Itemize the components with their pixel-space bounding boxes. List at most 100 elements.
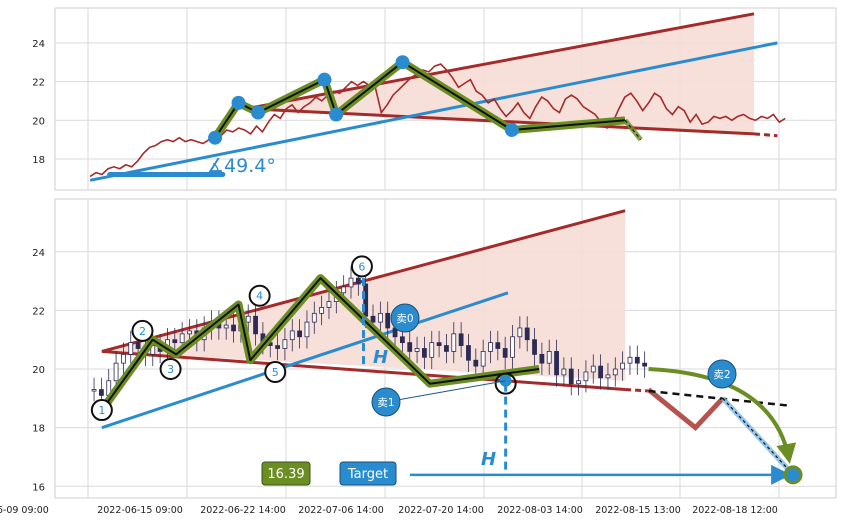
x-tick-label: 2022-07-20 14:00 (398, 505, 484, 516)
y-tick-label: 20 (32, 116, 45, 127)
candle-body (451, 333, 457, 352)
sell-marker-label: 卖2 (713, 369, 730, 381)
trend-line (89, 41, 778, 182)
candle-body (414, 348, 420, 352)
candle-body (370, 315, 376, 323)
candle-body (231, 324, 236, 332)
candle-body (598, 365, 604, 379)
candle-body (311, 312, 317, 323)
candle-body (502, 348, 508, 358)
candle-body (524, 327, 530, 341)
candle-body (275, 345, 280, 349)
candle-body (128, 342, 134, 355)
candle-body (583, 371, 589, 382)
target-price-badge (261, 461, 311, 486)
candle-body (172, 339, 178, 344)
candle-body (297, 330, 303, 338)
sell-marker (390, 303, 420, 333)
x-tick-label: 2022-08-03 14:00 (497, 505, 583, 516)
wave-number-marker (131, 319, 154, 342)
y-tick-label: 22 (32, 78, 45, 89)
candle-body (576, 380, 581, 385)
candle-body (590, 365, 596, 373)
candle-body (554, 351, 559, 376)
lower-support-line (101, 349, 626, 392)
x-tick-label: 2022-08-18 12:00 (692, 505, 778, 516)
price-line (89, 63, 786, 178)
y-tick-label: 24 (32, 248, 45, 259)
sell-marker (371, 387, 401, 417)
candle-body (561, 368, 567, 376)
height-label: H (373, 347, 388, 368)
candle-body (480, 351, 486, 367)
candle-body (121, 353, 126, 364)
candle-body (407, 342, 413, 352)
pivot-point (231, 95, 246, 110)
candle-body (444, 345, 449, 352)
candle-body (385, 312, 391, 329)
candle-body (223, 324, 229, 329)
candle-body (539, 353, 545, 364)
y-tick-label: 16 (32, 482, 45, 493)
x-tick-label: 2022-06-15 09:00 (97, 505, 183, 516)
y-tick-label: 22 (32, 306, 45, 317)
trend-line (101, 291, 509, 430)
wave-number-label: 5 (272, 366, 279, 379)
height-label: H (481, 449, 496, 470)
wave-number-marker (159, 358, 182, 381)
wave-number-marker (248, 284, 271, 307)
candle-body (113, 362, 119, 382)
x-tick-label: 2022-07-06 14:00 (298, 505, 384, 516)
candle-body (422, 348, 427, 358)
wave-end-marker (494, 372, 517, 395)
y-tick-label: 20 (32, 365, 45, 376)
wave-number-label: 3 (167, 363, 174, 376)
pivot-point (504, 122, 519, 137)
candle-body (634, 356, 640, 364)
candle-body (510, 336, 515, 358)
pivot-point (329, 107, 344, 122)
candle-body (341, 286, 347, 294)
wave-projection-core (624, 119, 642, 141)
x-tick-label: 2022-08-15 13:00 (595, 505, 681, 516)
candle-body (473, 359, 479, 367)
candle-body (429, 342, 435, 358)
wave-number-label: 4 (256, 290, 263, 303)
candle-body (91, 389, 97, 392)
candle-body (253, 315, 258, 335)
projected-curve-arrow (648, 367, 797, 464)
wave-number-label: 2 (139, 325, 146, 338)
sell-marker-label: 卖0 (396, 313, 413, 325)
pivot-point (208, 130, 223, 145)
sell-marker (707, 359, 737, 389)
support-extension-dash (625, 388, 649, 393)
candle-body (135, 342, 141, 349)
upper-price-panel: 18 20 22 24 ∡49.4° (32, 7, 837, 191)
candle-body (546, 351, 552, 364)
y-tick-label: 24 (32, 39, 45, 50)
wave-core (101, 277, 540, 411)
candle-body (605, 374, 611, 379)
candle-body (436, 342, 442, 346)
candle-body (466, 345, 471, 361)
candle-body (532, 339, 537, 355)
support-extension-dash (753, 132, 778, 138)
candle-body (642, 362, 648, 367)
target-label: Target (347, 467, 388, 482)
candle-body (326, 301, 332, 308)
wave-number-label: 1 (98, 404, 105, 417)
candle-body (377, 312, 383, 323)
candle-body (348, 277, 354, 288)
candle-body (319, 307, 325, 314)
sell-marker-label: 卖1 (377, 397, 394, 409)
wave-number-label: 6 (358, 260, 365, 273)
candle-body (568, 368, 574, 385)
y-tick-label: 18 (32, 155, 45, 166)
projected-dip (646, 387, 725, 432)
y-tick-label: 18 (32, 424, 45, 435)
candle-body (517, 327, 523, 338)
candle-body (179, 333, 185, 344)
